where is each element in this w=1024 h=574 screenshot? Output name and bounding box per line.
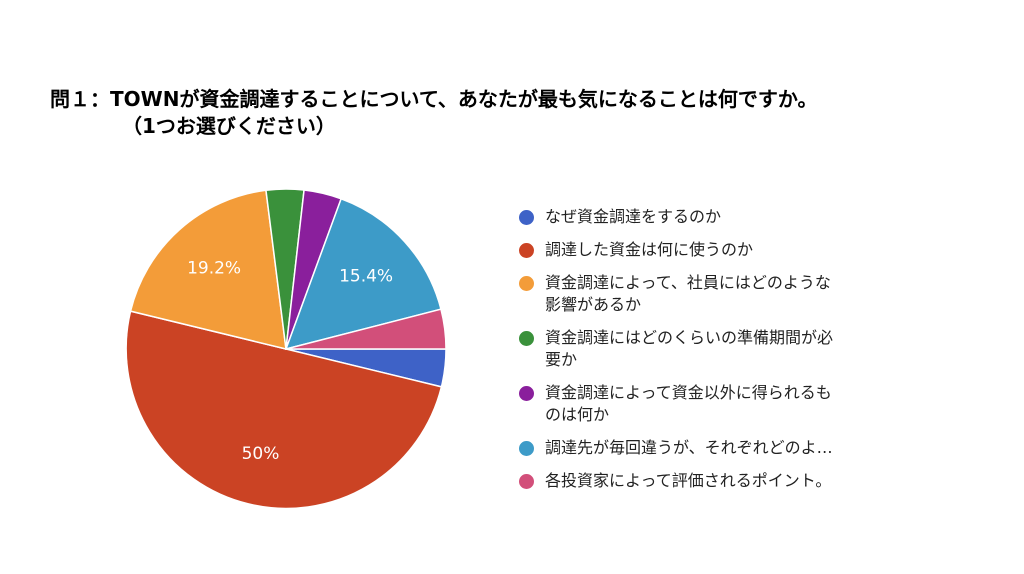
legend-swatch — [519, 386, 534, 401]
legend-label: 資金調達にはどのくらいの準備期間が必 要か — [545, 328, 834, 369]
legend-swatch — [519, 331, 534, 346]
pie-slice-label-3: 19.2% — [187, 258, 241, 278]
legend-label: なぜ資金調達をするのか — [545, 207, 722, 226]
legend-item: 資金調達にはどのくらいの準備期間が必 要か — [519, 327, 909, 371]
legend-item: 資金調達によって資金以外に得られるも のは何か — [519, 382, 909, 426]
legend-swatch — [519, 441, 534, 456]
legend-swatch — [519, 210, 534, 225]
chart-title-line1: 問１：TOWNが資金調達することについて、あなたが最も気になることは何ですか。 — [50, 87, 818, 111]
legend-swatch — [519, 243, 534, 258]
legend-item: 調達した資金は何に使うのか — [519, 239, 909, 261]
legend-swatch — [519, 276, 534, 291]
legend-label: 調達した資金は何に使うのか — [545, 240, 754, 259]
pie-slice-2 — [125, 310, 443, 510]
legend-label: 資金調達によって、社員にはどのような 影響があるか — [545, 273, 831, 314]
legend-swatch — [519, 474, 534, 489]
legend-label: 各投資家によって評価されるポイント。 — [545, 471, 832, 490]
legend-item: なぜ資金調達をするのか — [519, 206, 909, 228]
pie-slice-6 — [284, 197, 442, 351]
pie-slice-labels: 50% 19.2% 15.4% — [187, 258, 393, 464]
chart-legend: なぜ資金調達をするのか調達した資金は何に使うのか資金調達によって、社員にはどのよ… — [519, 206, 909, 503]
pie-slices — [125, 188, 447, 510]
legend-label: 資金調達によって資金以外に得られるも のは何か — [545, 383, 832, 424]
legend-item: 調達先が毎回違うが、それぞれどのよ… — [519, 437, 909, 459]
legend-item: 資金調達によって、社員にはどのような 影響があるか — [519, 272, 909, 316]
chart-title-line2: （1つお選びください） — [122, 114, 336, 138]
legend-item: 各投資家によって評価されるポイント。 — [519, 470, 909, 492]
pie-slice-label-6: 15.4% — [339, 267, 393, 287]
legend-label: 調達先が毎回違うが、それぞれどのよ… — [545, 438, 833, 457]
pie-slice-3 — [129, 189, 287, 350]
pie-slice-7 — [285, 308, 447, 350]
pie-slice-label-2: 50% — [242, 444, 280, 464]
chart-title: 問１：TOWNが資金調達することについて、あなたが最も気になることは何ですか。 … — [50, 86, 1010, 140]
